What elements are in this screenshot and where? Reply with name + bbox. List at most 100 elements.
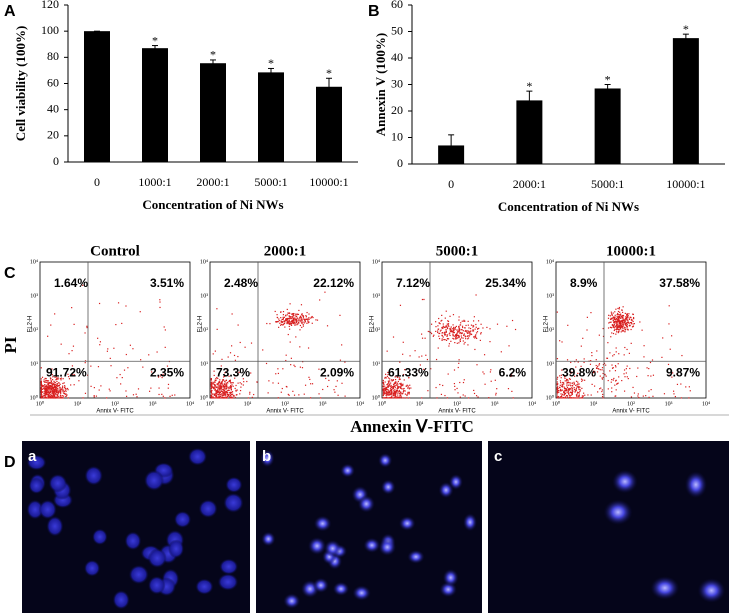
event-dot [577, 397, 579, 399]
event-dot [280, 323, 282, 326]
event-dot [54, 393, 57, 395]
event-dot [45, 390, 48, 392]
event-dot [239, 341, 241, 344]
event-dot [292, 318, 294, 321]
x-tick-label: 10² [111, 401, 119, 407]
event-dot [448, 325, 450, 327]
event-dot [396, 389, 398, 391]
event-dot [71, 350, 73, 352]
event-dot [223, 392, 225, 394]
event-dot [48, 395, 50, 398]
quadrant-percent: 25.34% [485, 276, 526, 290]
event-dot [455, 338, 457, 340]
event-dot [62, 385, 64, 387]
event-dot [568, 388, 570, 390]
x-tick-label: 10⁰ [378, 400, 387, 407]
event-dot [445, 310, 447, 312]
event-dot [447, 373, 449, 375]
event-dot [230, 394, 232, 396]
event-dot [383, 393, 385, 395]
event-dot [382, 379, 384, 382]
event-dot [300, 304, 303, 306]
annotation: * [526, 79, 532, 93]
event-dot [561, 397, 564, 399]
event-dot [615, 351, 617, 353]
event-dot [223, 397, 225, 399]
event-dot [282, 314, 285, 316]
event-dot [44, 392, 46, 394]
event-dot [218, 373, 220, 375]
x-tick-label: 10000:1 [309, 175, 348, 189]
y-tick-label: 20 [47, 128, 59, 142]
y-tick-label: 60 [391, 0, 403, 11]
event-dot [454, 335, 457, 337]
event-dot [597, 365, 599, 367]
event-dot [618, 318, 620, 321]
event-dot [65, 388, 67, 390]
event-dot [65, 395, 67, 398]
event-dot [629, 316, 631, 318]
event-dot [648, 396, 650, 398]
event-dot [444, 333, 446, 335]
event-dot [578, 383, 580, 385]
event-dot [597, 391, 599, 393]
event-dot [565, 387, 567, 390]
event-dot [456, 342, 458, 344]
event-dot [618, 326, 620, 329]
event-dot [390, 388, 392, 391]
event-dot [602, 393, 604, 396]
event-dot [500, 351, 502, 353]
flow-x-title: Annexin Ⅴ-FITC [350, 417, 474, 436]
event-dot [320, 397, 322, 399]
event-dot [218, 394, 220, 396]
event-dot [213, 387, 215, 389]
event-dot [397, 387, 400, 389]
event-dot [402, 391, 404, 393]
event-dot [49, 390, 51, 392]
event-dot [642, 395, 644, 397]
event-dot [67, 376, 70, 378]
event-dot [84, 360, 87, 362]
event-dot [571, 387, 573, 389]
event-dot [490, 369, 492, 371]
y-tick-label: 10⁰ [200, 394, 209, 401]
event-dot [576, 386, 578, 388]
event-dot [557, 390, 559, 392]
event-dot [309, 378, 311, 381]
event-dot [452, 337, 454, 340]
nucleus [84, 465, 103, 486]
event-dot [60, 379, 62, 381]
y-tick-label: 60 [47, 75, 59, 89]
event-dot [142, 366, 144, 368]
event-dot [468, 330, 470, 332]
event-dot [50, 385, 52, 388]
event-dot [619, 326, 621, 328]
event-dot [617, 331, 619, 334]
event-dot [618, 322, 620, 324]
event-dot [391, 397, 393, 399]
event-dot [306, 311, 308, 314]
event-dot [49, 389, 51, 391]
event-dot [60, 391, 62, 394]
event-dot [394, 389, 396, 391]
event-dot [626, 323, 628, 325]
event-dot [402, 353, 404, 355]
event-dot [48, 386, 51, 388]
event-dot [611, 391, 613, 393]
event-dot [615, 324, 617, 327]
event-dot [578, 392, 580, 394]
event-dot [216, 392, 219, 394]
event-dot [559, 397, 562, 399]
event-dot [302, 316, 305, 318]
event-dot [99, 341, 102, 343]
event-dot [408, 387, 410, 389]
event-dot [576, 393, 578, 395]
event-dot [397, 386, 399, 388]
event-dot [339, 314, 341, 316]
event-dot [229, 391, 232, 393]
event-dot [615, 347, 617, 349]
event-dot [304, 319, 306, 322]
event-dot [308, 376, 310, 378]
event-dot [615, 318, 618, 320]
event-dot [430, 332, 433, 335]
